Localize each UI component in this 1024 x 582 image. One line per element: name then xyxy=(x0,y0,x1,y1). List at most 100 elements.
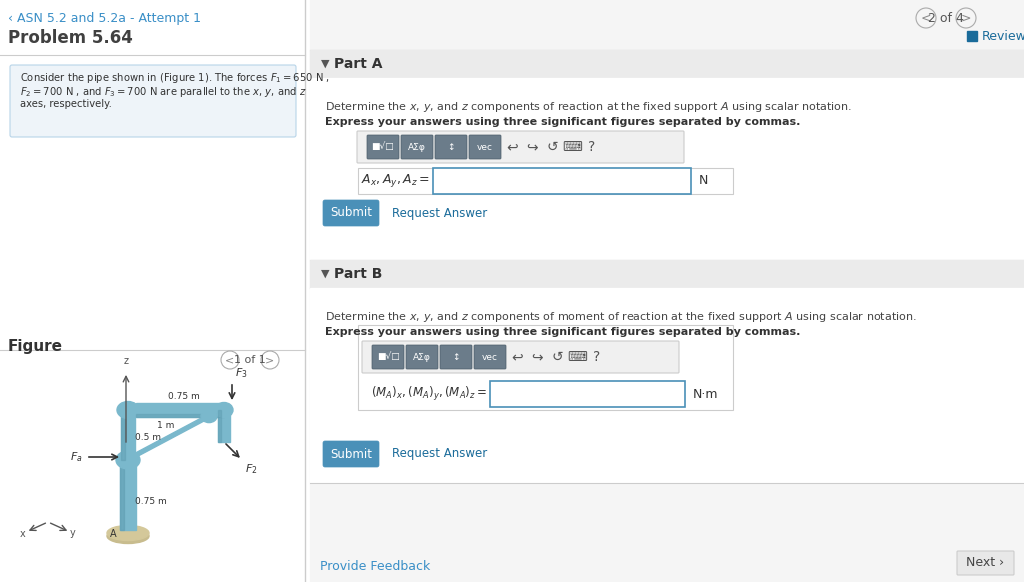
Text: <: < xyxy=(225,355,234,365)
Bar xyxy=(310,78,1024,260)
Text: ⌨: ⌨ xyxy=(562,140,582,154)
Text: <: < xyxy=(921,12,931,24)
FancyBboxPatch shape xyxy=(357,131,684,163)
Bar xyxy=(0,350,305,582)
Text: ‹ ASN 5.2 and 5.2a - Attempt 1: ‹ ASN 5.2 and 5.2a - Attempt 1 xyxy=(8,12,201,25)
Text: 0.5 m: 0.5 m xyxy=(135,434,161,442)
Text: $F_2$: $F_2$ xyxy=(245,462,258,476)
FancyBboxPatch shape xyxy=(367,135,399,159)
FancyBboxPatch shape xyxy=(435,135,467,159)
Bar xyxy=(490,381,685,407)
Text: Provide Feedback: Provide Feedback xyxy=(319,559,430,573)
Text: $F_3$: $F_3$ xyxy=(234,366,248,380)
Text: ↩: ↩ xyxy=(506,140,518,154)
Text: ↺: ↺ xyxy=(546,140,558,154)
Text: Determine the $x$, $y$, and $z$ components of reaction at the fixed support $A$ : Determine the $x$, $y$, and $z$ componen… xyxy=(325,100,852,114)
Ellipse shape xyxy=(106,528,150,544)
FancyBboxPatch shape xyxy=(469,135,501,159)
Text: ?: ? xyxy=(593,350,601,364)
Bar xyxy=(120,458,124,530)
Text: ▼: ▼ xyxy=(321,269,330,279)
Text: axes, respectively.: axes, respectively. xyxy=(20,99,112,109)
Text: N: N xyxy=(699,175,709,187)
Text: N·m: N·m xyxy=(693,388,719,400)
Text: Request Answer: Request Answer xyxy=(392,448,487,460)
Bar xyxy=(120,458,136,530)
Polygon shape xyxy=(132,413,211,459)
Text: ■√□: ■√□ xyxy=(377,353,399,361)
Text: x: x xyxy=(20,529,26,539)
Text: ↪: ↪ xyxy=(526,140,538,154)
Text: z: z xyxy=(124,356,128,366)
FancyBboxPatch shape xyxy=(474,345,506,369)
Text: Submit: Submit xyxy=(330,207,372,219)
Bar xyxy=(121,410,125,460)
Text: 1 m: 1 m xyxy=(158,421,175,430)
Text: Part A: Part A xyxy=(334,57,383,71)
Bar xyxy=(121,410,135,460)
Bar xyxy=(218,410,221,442)
Text: ΑΣφ: ΑΣφ xyxy=(408,143,426,151)
Bar xyxy=(433,168,691,194)
FancyBboxPatch shape xyxy=(362,341,679,373)
Text: ■√□: ■√□ xyxy=(372,143,394,151)
Ellipse shape xyxy=(116,451,140,469)
Text: ↕: ↕ xyxy=(453,353,460,361)
Text: vec: vec xyxy=(482,353,498,361)
Text: $(M_A)_x, (M_A)_y, (M_A)_z =$: $(M_A)_x, (M_A)_y, (M_A)_z =$ xyxy=(371,385,487,403)
Text: 1 of 1: 1 of 1 xyxy=(234,355,266,365)
Text: >: > xyxy=(265,355,274,365)
FancyBboxPatch shape xyxy=(10,65,296,137)
Bar xyxy=(310,260,1024,288)
FancyBboxPatch shape xyxy=(372,345,404,369)
Bar xyxy=(218,410,230,442)
FancyBboxPatch shape xyxy=(323,200,379,226)
Text: ↕: ↕ xyxy=(447,143,455,151)
Text: ▼: ▼ xyxy=(321,59,330,69)
Text: ⌨: ⌨ xyxy=(567,350,587,364)
Text: Review: Review xyxy=(982,30,1024,42)
Text: ?: ? xyxy=(589,140,596,154)
FancyBboxPatch shape xyxy=(406,345,438,369)
Text: Consider the pipe shown in (Figure 1). The forces $F_1 = 650$ N ,: Consider the pipe shown in (Figure 1). T… xyxy=(20,71,330,85)
Bar xyxy=(358,168,733,194)
FancyBboxPatch shape xyxy=(957,551,1014,575)
Text: ↩: ↩ xyxy=(511,350,523,364)
Text: Express your answers using three significant figures separated by commas.: Express your answers using three signifi… xyxy=(325,117,801,127)
Ellipse shape xyxy=(201,410,217,423)
Bar xyxy=(0,0,305,582)
FancyBboxPatch shape xyxy=(401,135,433,159)
Bar xyxy=(136,414,224,417)
Text: Submit: Submit xyxy=(330,448,372,460)
FancyBboxPatch shape xyxy=(440,345,472,369)
Text: $F_2 = 700$ N , and $F_3 = 700$ N are parallel to the $x$, $y$, and $z$: $F_2 = 700$ N , and $F_3 = 700$ N are pa… xyxy=(20,85,306,99)
Bar xyxy=(310,0,1024,582)
Text: Next ›: Next › xyxy=(966,556,1005,570)
Text: vec: vec xyxy=(477,143,493,151)
Text: A: A xyxy=(110,529,117,539)
Text: Part B: Part B xyxy=(334,267,382,281)
Text: 0.75 m: 0.75 m xyxy=(135,498,167,506)
Ellipse shape xyxy=(106,526,150,541)
Text: 0.75 m: 0.75 m xyxy=(168,392,200,401)
Text: $F_a$: $F_a$ xyxy=(71,450,83,464)
Bar xyxy=(358,325,733,410)
Text: ↪: ↪ xyxy=(531,350,543,364)
Ellipse shape xyxy=(117,402,139,418)
Bar xyxy=(310,288,1024,483)
Bar xyxy=(136,403,224,417)
Text: $A_x, A_y, A_z =$: $A_x, A_y, A_z =$ xyxy=(361,172,430,190)
Text: ↺: ↺ xyxy=(551,350,563,364)
Text: Problem 5.64: Problem 5.64 xyxy=(8,29,133,47)
Text: Figure: Figure xyxy=(8,339,63,354)
Text: y: y xyxy=(70,528,76,538)
Text: Request Answer: Request Answer xyxy=(392,207,487,219)
Text: ΑΣφ: ΑΣφ xyxy=(413,353,431,361)
Text: 2 of 4: 2 of 4 xyxy=(928,12,964,24)
Bar xyxy=(967,31,977,41)
Text: >: > xyxy=(961,12,971,24)
FancyBboxPatch shape xyxy=(323,441,379,467)
Bar xyxy=(310,50,1024,78)
Text: Determine the $x$, $y$, and $z$ components of moment of reaction at the fixed su: Determine the $x$, $y$, and $z$ componen… xyxy=(325,310,916,324)
Text: Express your answers using three significant figures separated by commas.: Express your answers using three signifi… xyxy=(325,327,801,337)
